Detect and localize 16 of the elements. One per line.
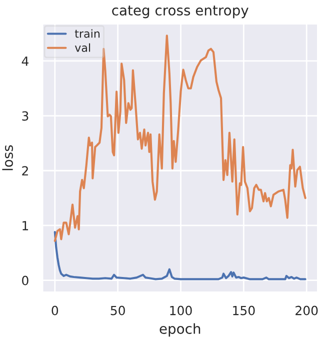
y-tick-label: 2 <box>22 166 28 176</box>
x-axis-title: epoch <box>160 323 200 337</box>
x-tick-label: 0 <box>52 306 58 316</box>
legend-label: train <box>74 29 100 38</box>
x-tick-label: 200 <box>296 306 318 316</box>
y-tick-label: 1 <box>22 221 28 230</box>
y-tick-label: 0 <box>22 276 28 286</box>
x-tick-label: 50 <box>110 306 125 316</box>
x-tick-label: 100 <box>170 306 192 316</box>
y-tick-label: 3 <box>22 111 28 121</box>
y-axis-title: loss <box>2 145 13 170</box>
line-series <box>54 231 306 280</box>
legend-label: val <box>74 43 90 52</box>
chart-title: categ cross entropy <box>112 6 248 18</box>
y-tick-label: 4 <box>22 56 28 66</box>
x-tick-label: 150 <box>233 306 255 316</box>
